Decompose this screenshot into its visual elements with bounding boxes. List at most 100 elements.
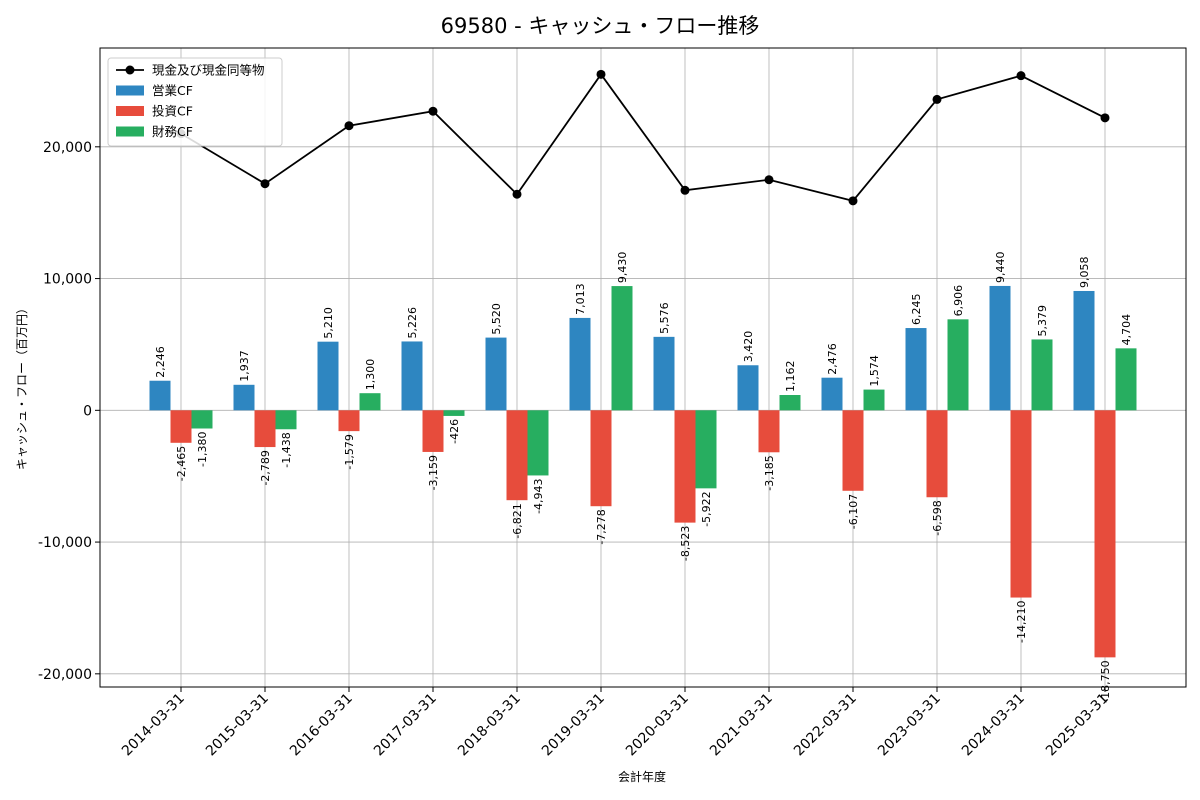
y-axis-title: キャッシュ・フロー（百万円） bbox=[15, 302, 29, 470]
bar-3 bbox=[359, 393, 381, 411]
bar-1 bbox=[653, 336, 675, 411]
legend-swatch-bar bbox=[116, 85, 144, 96]
legend-label: 財務CF bbox=[152, 124, 193, 139]
x-tick-label: 2024-03-31 bbox=[959, 691, 1028, 760]
bar-2 bbox=[1094, 410, 1116, 658]
bar-3 bbox=[275, 410, 297, 430]
bar-2 bbox=[170, 410, 192, 443]
bar-1 bbox=[485, 337, 507, 411]
bar-1 bbox=[989, 285, 1011, 411]
bar-3 bbox=[443, 410, 465, 416]
x-tick-label: 2014-03-31 bbox=[119, 691, 188, 760]
bar-value-label: -7,278 bbox=[595, 509, 608, 544]
x-tick-label: 2016-03-31 bbox=[287, 691, 356, 760]
bar-3 bbox=[1115, 348, 1137, 411]
bar-value-label: -1,380 bbox=[196, 432, 209, 467]
x-tick-label: 2021-03-31 bbox=[707, 691, 776, 760]
cash-balance-point bbox=[344, 121, 354, 131]
cash-balance-polyline bbox=[180, 72, 1106, 202]
x-tick-label: 2019-03-31 bbox=[539, 691, 608, 760]
bar-value-label: 3,420 bbox=[742, 331, 755, 363]
x-tick-label: 2015-03-31 bbox=[203, 691, 272, 760]
bar-value-label: 2,476 bbox=[826, 343, 839, 375]
x-tick-label: 2023-03-31 bbox=[875, 691, 944, 760]
bar-value-label: -5,922 bbox=[700, 491, 713, 526]
bar-3 bbox=[779, 395, 801, 411]
bar-3 bbox=[947, 319, 969, 411]
data-labels: 2,246 1,937 5,210 5,226 5,520 7,013 5,576 3,420… bbox=[154, 251, 1133, 702]
bar-3 bbox=[191, 410, 213, 429]
bar-1 bbox=[317, 341, 339, 411]
bar-2 bbox=[926, 410, 948, 498]
x-tick-label: 2022-03-31 bbox=[791, 691, 860, 760]
legend-swatch-bar bbox=[116, 126, 144, 137]
bar-3 bbox=[1031, 339, 1053, 411]
x-tick-label: 2018-03-31 bbox=[455, 691, 524, 760]
bar-2 bbox=[338, 410, 360, 432]
cash-balance-point bbox=[680, 185, 690, 195]
legend-box bbox=[107, 57, 283, 147]
bar-3 bbox=[611, 286, 633, 411]
bar-value-label: -2,465 bbox=[175, 446, 188, 481]
bar-value-label: 5,576 bbox=[658, 302, 671, 334]
cash-balance-point bbox=[260, 179, 270, 189]
x-tick-label: 2025-03-31 bbox=[1043, 691, 1112, 760]
bar-value-label: 1,162 bbox=[784, 361, 797, 393]
bar-3 bbox=[863, 389, 885, 411]
bar-value-label: 9,058 bbox=[1078, 256, 1091, 288]
bar-value-label: 6,906 bbox=[952, 285, 965, 317]
legend-swatch-bar bbox=[116, 106, 144, 116]
y-tick-label: -10,000 bbox=[38, 535, 92, 551]
cash-balance-point bbox=[512, 189, 522, 199]
legend-swatch-marker bbox=[125, 65, 135, 75]
bar-value-label: 5,520 bbox=[490, 303, 503, 335]
bar-value-label: -1,579 bbox=[343, 434, 356, 469]
bar-value-label: 9,440 bbox=[994, 251, 1007, 283]
bar-value-label: -3,185 bbox=[763, 455, 776, 490]
bar-1 bbox=[233, 384, 255, 411]
bar-1 bbox=[821, 377, 843, 411]
bar-2 bbox=[254, 410, 276, 448]
bar-1 bbox=[1073, 290, 1095, 411]
bar-value-label: -426 bbox=[448, 419, 461, 444]
y-tick-label: 10,000 bbox=[43, 272, 92, 288]
bar-1 bbox=[905, 328, 927, 411]
bar-value-label: 5,379 bbox=[1036, 305, 1049, 337]
bar-value-label: -2,789 bbox=[259, 450, 272, 485]
bar-1 bbox=[569, 317, 591, 411]
bar-2 bbox=[590, 410, 612, 507]
bar-2 bbox=[842, 410, 864, 491]
bar-1 bbox=[401, 341, 423, 411]
bars bbox=[149, 285, 1137, 658]
y-tick-label: 0 bbox=[83, 403, 92, 419]
x-axis-title: 会計年度 bbox=[618, 769, 666, 784]
bar-2 bbox=[674, 410, 696, 523]
legend-label: 現金及び現金同等物 bbox=[152, 63, 265, 78]
y-tick-label: 20,000 bbox=[43, 140, 92, 156]
x-tick-label: 2020-03-31 bbox=[623, 691, 692, 760]
bar-1 bbox=[149, 380, 171, 411]
chart-title: 69580 - キャッシュ・フロー推移 bbox=[441, 14, 760, 38]
bar-1 bbox=[737, 365, 759, 411]
legend-label: 営業CF bbox=[152, 83, 193, 98]
bar-2 bbox=[506, 410, 528, 501]
cash-balance-point bbox=[1100, 113, 1110, 123]
bar-value-label: -3,159 bbox=[427, 455, 440, 490]
bar-value-label: -8,523 bbox=[679, 526, 692, 561]
bar-value-label: 2,246 bbox=[154, 346, 167, 378]
cash-balance-point bbox=[848, 196, 858, 206]
legend-label: 投資CF bbox=[152, 104, 193, 119]
bar-value-label: -14,210 bbox=[1015, 601, 1028, 643]
bar-value-label: -4,943 bbox=[532, 478, 545, 513]
y-tick-label: -20,000 bbox=[38, 667, 92, 683]
bar-value-label: -1,438 bbox=[280, 432, 293, 467]
bar-value-label: -18,750 bbox=[1099, 660, 1112, 702]
plot-frame bbox=[99, 47, 1187, 688]
bar-3 bbox=[695, 410, 717, 489]
bar-value-label: 4,704 bbox=[1120, 314, 1133, 346]
bar-value-label: 1,300 bbox=[364, 359, 377, 391]
cash-balance-point bbox=[596, 69, 606, 79]
